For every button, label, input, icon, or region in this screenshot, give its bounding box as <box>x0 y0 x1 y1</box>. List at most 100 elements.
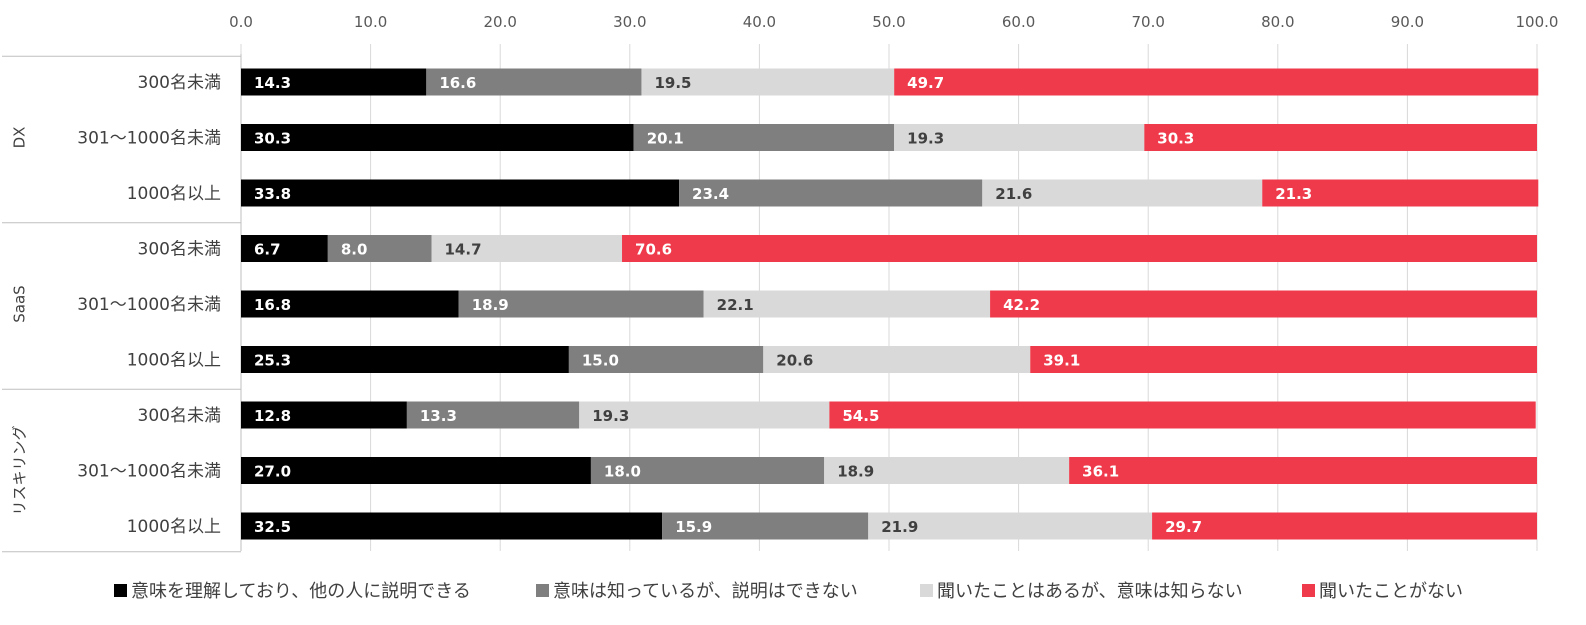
data-label: 14.3 <box>254 74 291 92</box>
bar-segment <box>241 290 459 318</box>
bar-segment <box>458 290 704 318</box>
data-label: 19.3 <box>592 407 629 425</box>
x-tick-label: 100.0 <box>1516 13 1559 31</box>
bar-segment <box>1152 512 1537 540</box>
bar-segment <box>824 457 1070 484</box>
data-label: 39.1 <box>1043 352 1080 370</box>
category-label: 1000名以上 <box>127 184 221 204</box>
data-label: 36.1 <box>1082 463 1119 481</box>
bar-segment <box>327 235 432 262</box>
bar-segment <box>703 290 991 318</box>
bar-segment <box>829 401 1536 429</box>
x-tick-label: 70.0 <box>1131 13 1164 31</box>
data-label: 30.3 <box>254 130 291 148</box>
legend-label: 意味を理解しており、他の人に説明できる <box>131 581 471 602</box>
data-label: 19.5 <box>654 74 691 92</box>
legend-swatch <box>536 584 549 597</box>
bar-segment <box>1144 124 1537 151</box>
legend-label: 聞いたことがない <box>1319 581 1463 602</box>
bar-segment <box>894 124 1145 151</box>
data-label: 27.0 <box>254 463 291 481</box>
bar-segment <box>568 346 764 373</box>
data-label: 21.3 <box>1275 185 1312 203</box>
data-label: 14.7 <box>445 241 482 259</box>
x-tick-label: 10.0 <box>354 13 387 31</box>
category-label: 301〜1000名未満 <box>77 462 221 482</box>
data-label: 8.0 <box>341 241 368 259</box>
data-label: 21.6 <box>995 185 1032 203</box>
bar-segment <box>431 235 623 262</box>
bar-segment <box>590 457 825 484</box>
data-label: 29.7 <box>1165 518 1202 536</box>
bar-segment <box>241 68 427 96</box>
x-tick-label: 60.0 <box>1002 13 1035 31</box>
data-label: 20.6 <box>776 352 813 370</box>
bar-segment <box>241 457 591 484</box>
data-label: 54.5 <box>842 407 879 425</box>
bar-segment <box>241 401 407 429</box>
bar-segment <box>406 401 580 429</box>
legend-swatch <box>114 584 127 597</box>
bar-segment <box>241 346 569 373</box>
legend-label: 聞いたことはあるが、意味は知らない <box>937 581 1243 602</box>
group-label: リスキリング <box>11 425 29 515</box>
group-label: DX <box>11 127 29 149</box>
data-label: 42.2 <box>1003 296 1040 314</box>
data-label: 16.6 <box>439 74 476 92</box>
data-label: 18.9 <box>837 463 874 481</box>
x-tick-label: 90.0 <box>1391 13 1424 31</box>
legend-swatch <box>920 584 933 597</box>
data-label: 23.4 <box>692 185 729 203</box>
bar-segment <box>241 124 634 151</box>
bar-segment <box>1069 457 1537 484</box>
category-label: 300名未満 <box>138 73 221 93</box>
data-label: 12.8 <box>254 407 291 425</box>
bar-segment <box>763 346 1031 373</box>
data-label: 33.8 <box>254 185 291 203</box>
category-label: 1000名以上 <box>127 351 221 371</box>
bar-segment <box>579 401 830 429</box>
data-label: 19.3 <box>907 130 944 148</box>
data-label: 15.0 <box>582 352 619 370</box>
legend-label: 意味は知っているが、説明はできない <box>553 581 858 602</box>
bar-segment <box>641 68 895 96</box>
bar-segment <box>622 235 1537 262</box>
bar-segment <box>1030 346 1537 373</box>
data-label: 32.5 <box>254 518 291 536</box>
category-label: 301〜1000名未満 <box>77 129 221 149</box>
data-label: 18.0 <box>604 463 641 481</box>
legend-swatch <box>1302 584 1315 597</box>
x-tick-label: 80.0 <box>1261 13 1294 31</box>
group-label: SaaS <box>11 285 29 322</box>
x-tick-label: 40.0 <box>743 13 776 31</box>
x-tick-label: 0.0 <box>229 13 253 31</box>
data-label: 20.1 <box>647 130 684 148</box>
category-label: 300名未満 <box>138 240 221 260</box>
bar-segment <box>241 512 663 540</box>
bar-segment <box>894 68 1539 96</box>
bar-segment <box>982 179 1263 207</box>
data-label: 18.9 <box>472 296 509 314</box>
bar-segment <box>868 512 1153 540</box>
bar-segment <box>241 235 328 262</box>
bar-segment <box>633 124 895 151</box>
bar-segment <box>426 68 642 96</box>
x-tick-label: 30.0 <box>613 13 646 31</box>
bar-segment <box>990 290 1537 318</box>
category-label: 1000名以上 <box>127 517 221 537</box>
bar-segment <box>241 179 680 207</box>
data-label: 6.7 <box>254 241 281 259</box>
bar-segment <box>1262 179 1539 207</box>
data-label: 21.9 <box>881 518 918 536</box>
category-label: 300名未満 <box>138 406 221 426</box>
data-label: 30.3 <box>1157 130 1194 148</box>
data-label: 49.7 <box>907 74 944 92</box>
data-label: 15.9 <box>675 518 712 536</box>
x-tick-label: 20.0 <box>483 13 516 31</box>
bar-segment <box>662 512 869 540</box>
data-label: 25.3 <box>254 352 291 370</box>
x-tick-label: 50.0 <box>872 13 905 31</box>
data-label: 22.1 <box>717 296 754 314</box>
